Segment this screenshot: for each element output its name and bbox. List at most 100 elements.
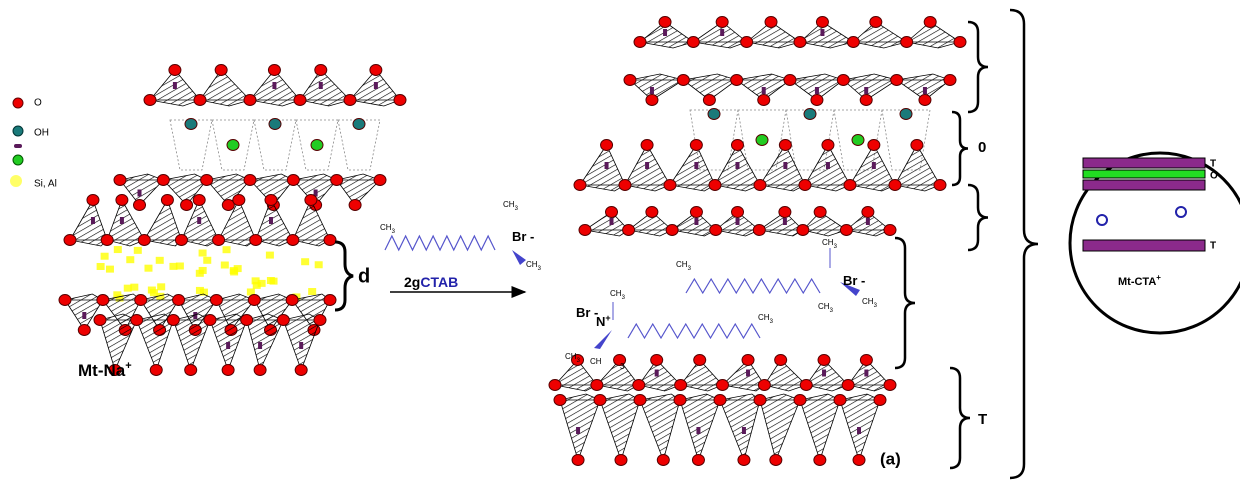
atom xyxy=(675,380,687,391)
atom xyxy=(265,195,277,206)
tetrahedron xyxy=(670,145,715,191)
cation xyxy=(696,427,700,434)
atom xyxy=(269,119,281,130)
atom xyxy=(664,180,676,191)
atom xyxy=(732,207,744,218)
atom xyxy=(800,380,812,391)
atom xyxy=(708,109,720,120)
atom xyxy=(394,95,406,106)
brace xyxy=(968,22,988,112)
tetrahedron xyxy=(760,145,805,191)
alkyl-chain xyxy=(385,236,495,250)
tetrahedron xyxy=(300,70,350,106)
atom xyxy=(287,235,299,246)
cation xyxy=(820,29,824,36)
atom xyxy=(666,225,678,236)
atom xyxy=(731,75,743,86)
chem-text: 3 xyxy=(620,362,625,371)
atom xyxy=(606,207,618,218)
atom xyxy=(144,95,156,106)
atom xyxy=(277,315,289,326)
inset-layer-label: T xyxy=(1210,159,1216,170)
legend-label: OH xyxy=(34,128,49,139)
interlayer-ion xyxy=(156,257,164,264)
atom xyxy=(775,355,787,366)
amount: 2g xyxy=(404,274,420,290)
atom xyxy=(731,140,743,151)
atom xyxy=(135,295,147,306)
atom xyxy=(797,225,809,236)
atom xyxy=(646,95,658,106)
cation xyxy=(605,162,609,169)
chem-label: Br - xyxy=(843,273,865,288)
atom xyxy=(911,140,923,151)
cation xyxy=(120,217,124,224)
atom xyxy=(594,395,606,406)
atom xyxy=(770,455,782,466)
atom xyxy=(634,395,646,406)
atom xyxy=(860,355,872,366)
brace xyxy=(952,112,968,185)
atom xyxy=(294,95,306,106)
chem-sub: 3 xyxy=(874,303,878,309)
atom xyxy=(349,200,361,211)
atom xyxy=(114,175,126,186)
layer-t xyxy=(1083,240,1205,251)
atom xyxy=(741,37,753,48)
interlayer-ion xyxy=(97,263,105,270)
atom xyxy=(150,365,162,376)
atom xyxy=(758,380,770,391)
layer-label: 0 xyxy=(978,139,986,156)
atom xyxy=(549,380,561,391)
interlayer-ion xyxy=(230,268,238,275)
atom xyxy=(754,180,766,191)
atom xyxy=(64,235,76,246)
atom xyxy=(709,180,721,191)
figure: O OH Si, Al d Mt-Na+ 2gCTAB 0 T (a) T O … xyxy=(0,0,1240,484)
atom xyxy=(765,17,777,28)
cation xyxy=(815,87,819,94)
cation xyxy=(645,162,649,169)
atom xyxy=(175,235,187,246)
wedge xyxy=(512,250,526,265)
atom xyxy=(690,140,702,151)
chem-label: N+ xyxy=(596,313,611,329)
atom xyxy=(852,135,864,146)
chem-sub: 3 xyxy=(622,295,626,301)
cation xyxy=(720,29,724,36)
atom xyxy=(157,175,169,186)
chem-text: CH xyxy=(380,223,392,232)
cation xyxy=(138,190,142,197)
atom xyxy=(779,207,791,218)
atom xyxy=(305,195,317,206)
tetrahedron xyxy=(760,394,800,460)
tetrahedron xyxy=(200,70,250,106)
interlayer-ion xyxy=(169,263,177,270)
interlayer-ion xyxy=(199,250,207,257)
atom xyxy=(853,455,865,466)
alkyl-chain xyxy=(628,324,760,338)
legend-o xyxy=(13,98,23,108)
atom xyxy=(634,37,646,48)
atom xyxy=(889,180,901,191)
reagent: CTAB xyxy=(420,274,458,290)
atom xyxy=(169,65,181,76)
atom xyxy=(657,455,669,466)
atom xyxy=(799,180,811,191)
interlayer-ion xyxy=(301,258,309,265)
panel-label: (a) xyxy=(880,449,901,468)
atom xyxy=(674,395,686,406)
atom xyxy=(651,355,663,366)
atom xyxy=(591,380,603,391)
structures xyxy=(59,10,1180,478)
chem-label: CH xyxy=(590,357,602,366)
chem-sub: 3 xyxy=(770,319,774,325)
chem-label: 3 xyxy=(620,362,625,371)
atom xyxy=(173,295,185,306)
atom xyxy=(840,225,852,236)
head xyxy=(1176,207,1186,217)
layer-t xyxy=(1083,158,1205,168)
cation xyxy=(923,87,927,94)
atom xyxy=(818,355,830,366)
atom xyxy=(324,295,336,306)
